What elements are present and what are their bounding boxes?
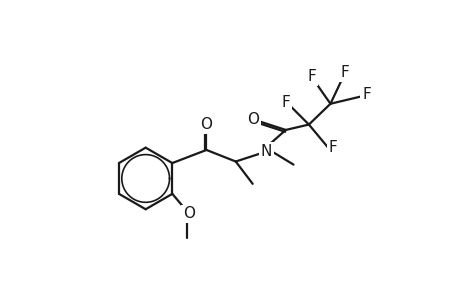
Text: F: F <box>281 95 290 110</box>
Text: F: F <box>307 69 316 84</box>
Text: O: O <box>247 112 259 127</box>
Text: O: O <box>200 117 212 132</box>
Text: F: F <box>362 87 370 102</box>
Text: O: O <box>182 206 194 221</box>
Text: N: N <box>260 144 272 159</box>
Text: F: F <box>340 65 349 80</box>
Text: F: F <box>328 140 336 155</box>
